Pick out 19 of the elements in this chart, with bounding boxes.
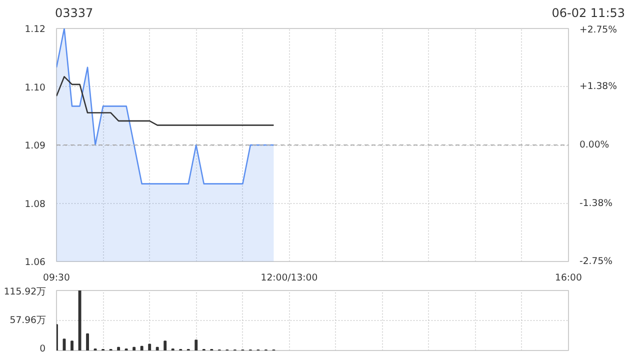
- y-tick-label: 1.06: [24, 257, 46, 268]
- x-tick-label: 12:00/13:00: [260, 272, 318, 284]
- y-tick-label: 1.10: [24, 82, 46, 94]
- x-tick-label: 09:30: [43, 272, 70, 284]
- y2-tick-label: +1.38%: [580, 81, 618, 92]
- y2-tick-label: -2.75%: [580, 256, 613, 267]
- y-tick-label: 115.92万: [4, 286, 46, 298]
- y-tick-label: 0: [40, 344, 46, 354]
- y2-tick-label: +2.75%: [580, 24, 618, 36]
- y2-tick-label: -1.38%: [580, 198, 613, 209]
- y-tick-label: 1.09: [24, 140, 46, 152]
- x-tick-label: 16:00: [555, 272, 582, 284]
- text: 06-02 11:53: [552, 5, 625, 22]
- y2-tick-label: 0.00%: [580, 140, 610, 150]
- chart-title: 03337: [55, 5, 94, 22]
- y-tick-label: 1.08: [24, 198, 46, 210]
- y-tick-label: 57.96万: [10, 315, 46, 326]
- y-tick-label: 1.12: [24, 24, 46, 35]
- line-series: [56, 76, 274, 126]
